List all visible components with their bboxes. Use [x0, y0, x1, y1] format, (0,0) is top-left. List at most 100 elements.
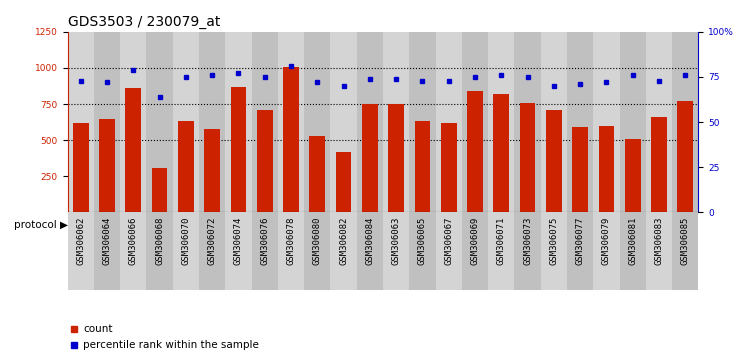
Bar [567, 32, 593, 212]
Bar [493, 94, 509, 212]
Text: GSM306062: GSM306062 [77, 216, 85, 265]
Bar [462, 32, 488, 212]
Bar [304, 32, 330, 212]
Text: GSM306077: GSM306077 [576, 216, 584, 265]
Bar [146, 32, 173, 212]
Bar [73, 123, 89, 212]
Bar [283, 67, 299, 212]
Bar [488, 212, 514, 290]
Text: GSM306070: GSM306070 [182, 216, 190, 265]
Bar [125, 88, 141, 212]
Bar [677, 101, 693, 212]
Bar [625, 139, 641, 212]
Text: GSM306081: GSM306081 [629, 216, 637, 265]
Bar [599, 126, 614, 212]
Bar [357, 32, 383, 212]
Text: GSM306073: GSM306073 [523, 216, 532, 265]
Text: percentile rank within the sample: percentile rank within the sample [83, 340, 259, 350]
Bar [646, 32, 672, 212]
Bar [409, 212, 436, 290]
Bar [68, 212, 94, 290]
Bar [252, 32, 278, 212]
Bar [257, 110, 273, 212]
Bar [362, 104, 378, 212]
Bar [514, 32, 541, 212]
Bar [304, 212, 330, 290]
Bar [199, 32, 225, 212]
Bar [620, 212, 646, 290]
Text: GSM306085: GSM306085 [681, 216, 689, 265]
Text: GSM306084: GSM306084 [366, 216, 374, 265]
Bar [173, 212, 199, 290]
Bar [672, 32, 698, 212]
Bar [415, 121, 430, 212]
Text: GSM306080: GSM306080 [313, 216, 321, 265]
Text: after exercise: after exercise [505, 220, 576, 230]
Text: GSM306083: GSM306083 [655, 216, 663, 265]
Bar [546, 110, 562, 212]
Text: GSM306078: GSM306078 [287, 216, 295, 265]
Bar [672, 212, 698, 290]
Text: before exercise: before exercise [185, 220, 265, 230]
Text: GSM306067: GSM306067 [445, 216, 453, 265]
Bar [593, 32, 620, 212]
Text: GSM306065: GSM306065 [418, 216, 427, 265]
Bar [199, 212, 225, 290]
Bar [336, 153, 351, 212]
Text: GSM306071: GSM306071 [497, 216, 505, 265]
Bar [178, 121, 194, 212]
Bar [278, 32, 304, 212]
Bar [488, 32, 514, 212]
Bar [278, 212, 304, 290]
Bar [441, 123, 457, 212]
Bar [572, 127, 588, 212]
Bar [646, 212, 672, 290]
Text: GSM306082: GSM306082 [339, 216, 348, 265]
Bar [357, 212, 383, 290]
Text: GSM306079: GSM306079 [602, 216, 611, 265]
Bar [152, 168, 167, 212]
Text: GSM306066: GSM306066 [129, 216, 137, 265]
Text: GDS3503 / 230079_at: GDS3503 / 230079_at [68, 16, 220, 29]
Bar [120, 32, 146, 212]
Text: GSM306072: GSM306072 [208, 216, 216, 265]
Bar [436, 212, 462, 290]
Text: GSM306069: GSM306069 [471, 216, 479, 265]
Bar [383, 212, 409, 290]
Bar [409, 32, 436, 212]
Bar [330, 32, 357, 212]
Bar [541, 212, 567, 290]
Bar [204, 129, 220, 212]
Bar [593, 212, 620, 290]
Bar [383, 32, 409, 212]
Bar [309, 136, 325, 212]
Text: GSM306063: GSM306063 [392, 216, 400, 265]
Bar [651, 117, 667, 212]
Bar [620, 32, 646, 212]
Bar [330, 212, 357, 290]
Bar [68, 32, 94, 212]
Bar [541, 32, 567, 212]
Bar [462, 212, 488, 290]
Bar [231, 87, 246, 212]
Text: protocol ▶: protocol ▶ [14, 220, 68, 230]
Bar [383, 212, 698, 237]
Bar [225, 212, 252, 290]
Bar [94, 32, 120, 212]
Bar [567, 212, 593, 290]
Bar [514, 212, 541, 290]
Bar [225, 32, 252, 212]
Bar [173, 32, 199, 212]
Text: GSM306075: GSM306075 [550, 216, 558, 265]
Text: GSM306076: GSM306076 [261, 216, 269, 265]
Bar [388, 104, 404, 212]
Text: GSM306074: GSM306074 [234, 216, 243, 265]
Text: GSM306064: GSM306064 [103, 216, 111, 265]
Bar [94, 212, 120, 290]
Text: count: count [83, 324, 113, 334]
Bar [99, 119, 115, 212]
Bar [467, 91, 483, 212]
Bar [68, 212, 383, 237]
Text: GSM306068: GSM306068 [155, 216, 164, 265]
Bar [520, 103, 535, 212]
